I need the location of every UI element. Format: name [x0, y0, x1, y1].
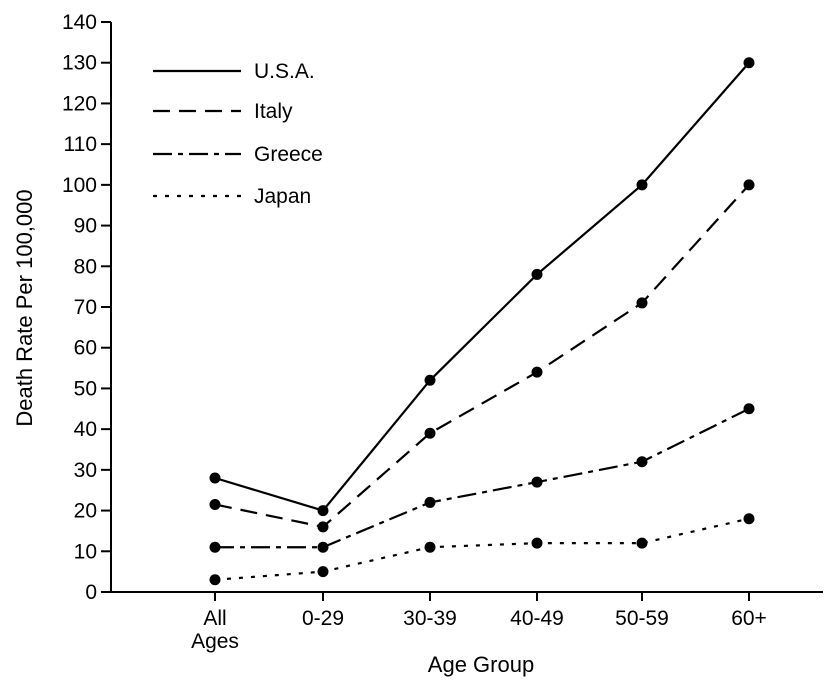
- data-point-usa: [317, 505, 329, 517]
- y-tick-label: 10: [74, 540, 97, 563]
- x-tick-label: 60+: [731, 607, 767, 630]
- data-point-italy: [636, 297, 648, 309]
- data-point-greece: [636, 456, 648, 468]
- legend-label-usa: U.S.A.: [254, 60, 315, 83]
- y-tick-label: 40: [74, 418, 97, 441]
- y-tick-label: 80: [74, 255, 97, 278]
- y-tick-label: 100: [62, 174, 97, 197]
- y-tick-label: 130: [62, 52, 97, 75]
- data-point-usa: [636, 179, 648, 191]
- data-point-italy: [743, 179, 755, 191]
- x-tick-label: 0-29: [302, 607, 344, 630]
- data-point-greece: [424, 496, 436, 508]
- x-tick-label: All Ages: [191, 607, 239, 653]
- axes: 0 10 20 30 40 50 60 70 80 90 100 110 120 130 140 All Ag…: [62, 11, 823, 653]
- data-point-italy: [317, 521, 329, 533]
- data-point-japan: [424, 541, 436, 553]
- data-point-greece: [317, 541, 329, 553]
- data-point-usa: [424, 374, 436, 386]
- data-point-japan: [317, 566, 329, 578]
- legend-label-greece: Greece: [254, 143, 323, 166]
- series-line-japan: [214, 517, 750, 581]
- series-line-italy: [214, 184, 750, 529]
- data-point-usa: [743, 57, 755, 69]
- y-tick-label: 20: [74, 500, 97, 523]
- series-points: [209, 57, 755, 586]
- y-tick-label: 140: [62, 11, 97, 34]
- x-tick-label: 50-59: [615, 607, 669, 630]
- x-axis-title: Age Group: [428, 652, 534, 677]
- data-point-greece: [743, 403, 755, 415]
- y-ticks: 0 10 20 30 40 50 60 70 80 90 100 110 120 130 140: [62, 11, 111, 604]
- data-point-usa: [531, 268, 543, 280]
- data-point-italy: [531, 366, 543, 378]
- data-point-greece: [531, 476, 543, 488]
- x-tick-label: 30-39: [403, 607, 457, 630]
- series-lines: [214, 61, 750, 581]
- x-tick-label: 40-49: [510, 607, 564, 630]
- series-line-usa: [214, 61, 750, 512]
- data-point-greece: [209, 541, 221, 553]
- data-point-japan: [743, 513, 755, 525]
- y-tick-label: 30: [74, 459, 97, 482]
- data-point-japan: [209, 574, 221, 586]
- y-axis-title: Death Rate Per 100,000: [12, 189, 37, 426]
- data-point-italy: [424, 427, 436, 439]
- y-tick-label: 70: [74, 296, 97, 319]
- y-tick-label: 90: [74, 215, 97, 238]
- data-point-usa: [209, 472, 221, 484]
- data-point-japan: [636, 537, 648, 549]
- y-tick-label: 110: [64, 133, 97, 156]
- series-line-greece: [215, 407, 750, 549]
- data-point-italy: [209, 498, 221, 510]
- y-tick-label: 120: [62, 92, 97, 115]
- x-ticks: All Ages 0-29 30-39 40-49 50-59 60+: [191, 592, 767, 653]
- y-tick-label: 60: [74, 337, 97, 360]
- data-point-japan: [531, 537, 543, 549]
- y-tick-label: 50: [74, 377, 97, 400]
- y-tick-label: 0: [85, 581, 97, 604]
- legend-label-italy: Italy: [254, 100, 293, 123]
- legend: U.S.A. Italy Greece Japan: [153, 60, 323, 208]
- legend-label-japan: Japan: [254, 185, 311, 208]
